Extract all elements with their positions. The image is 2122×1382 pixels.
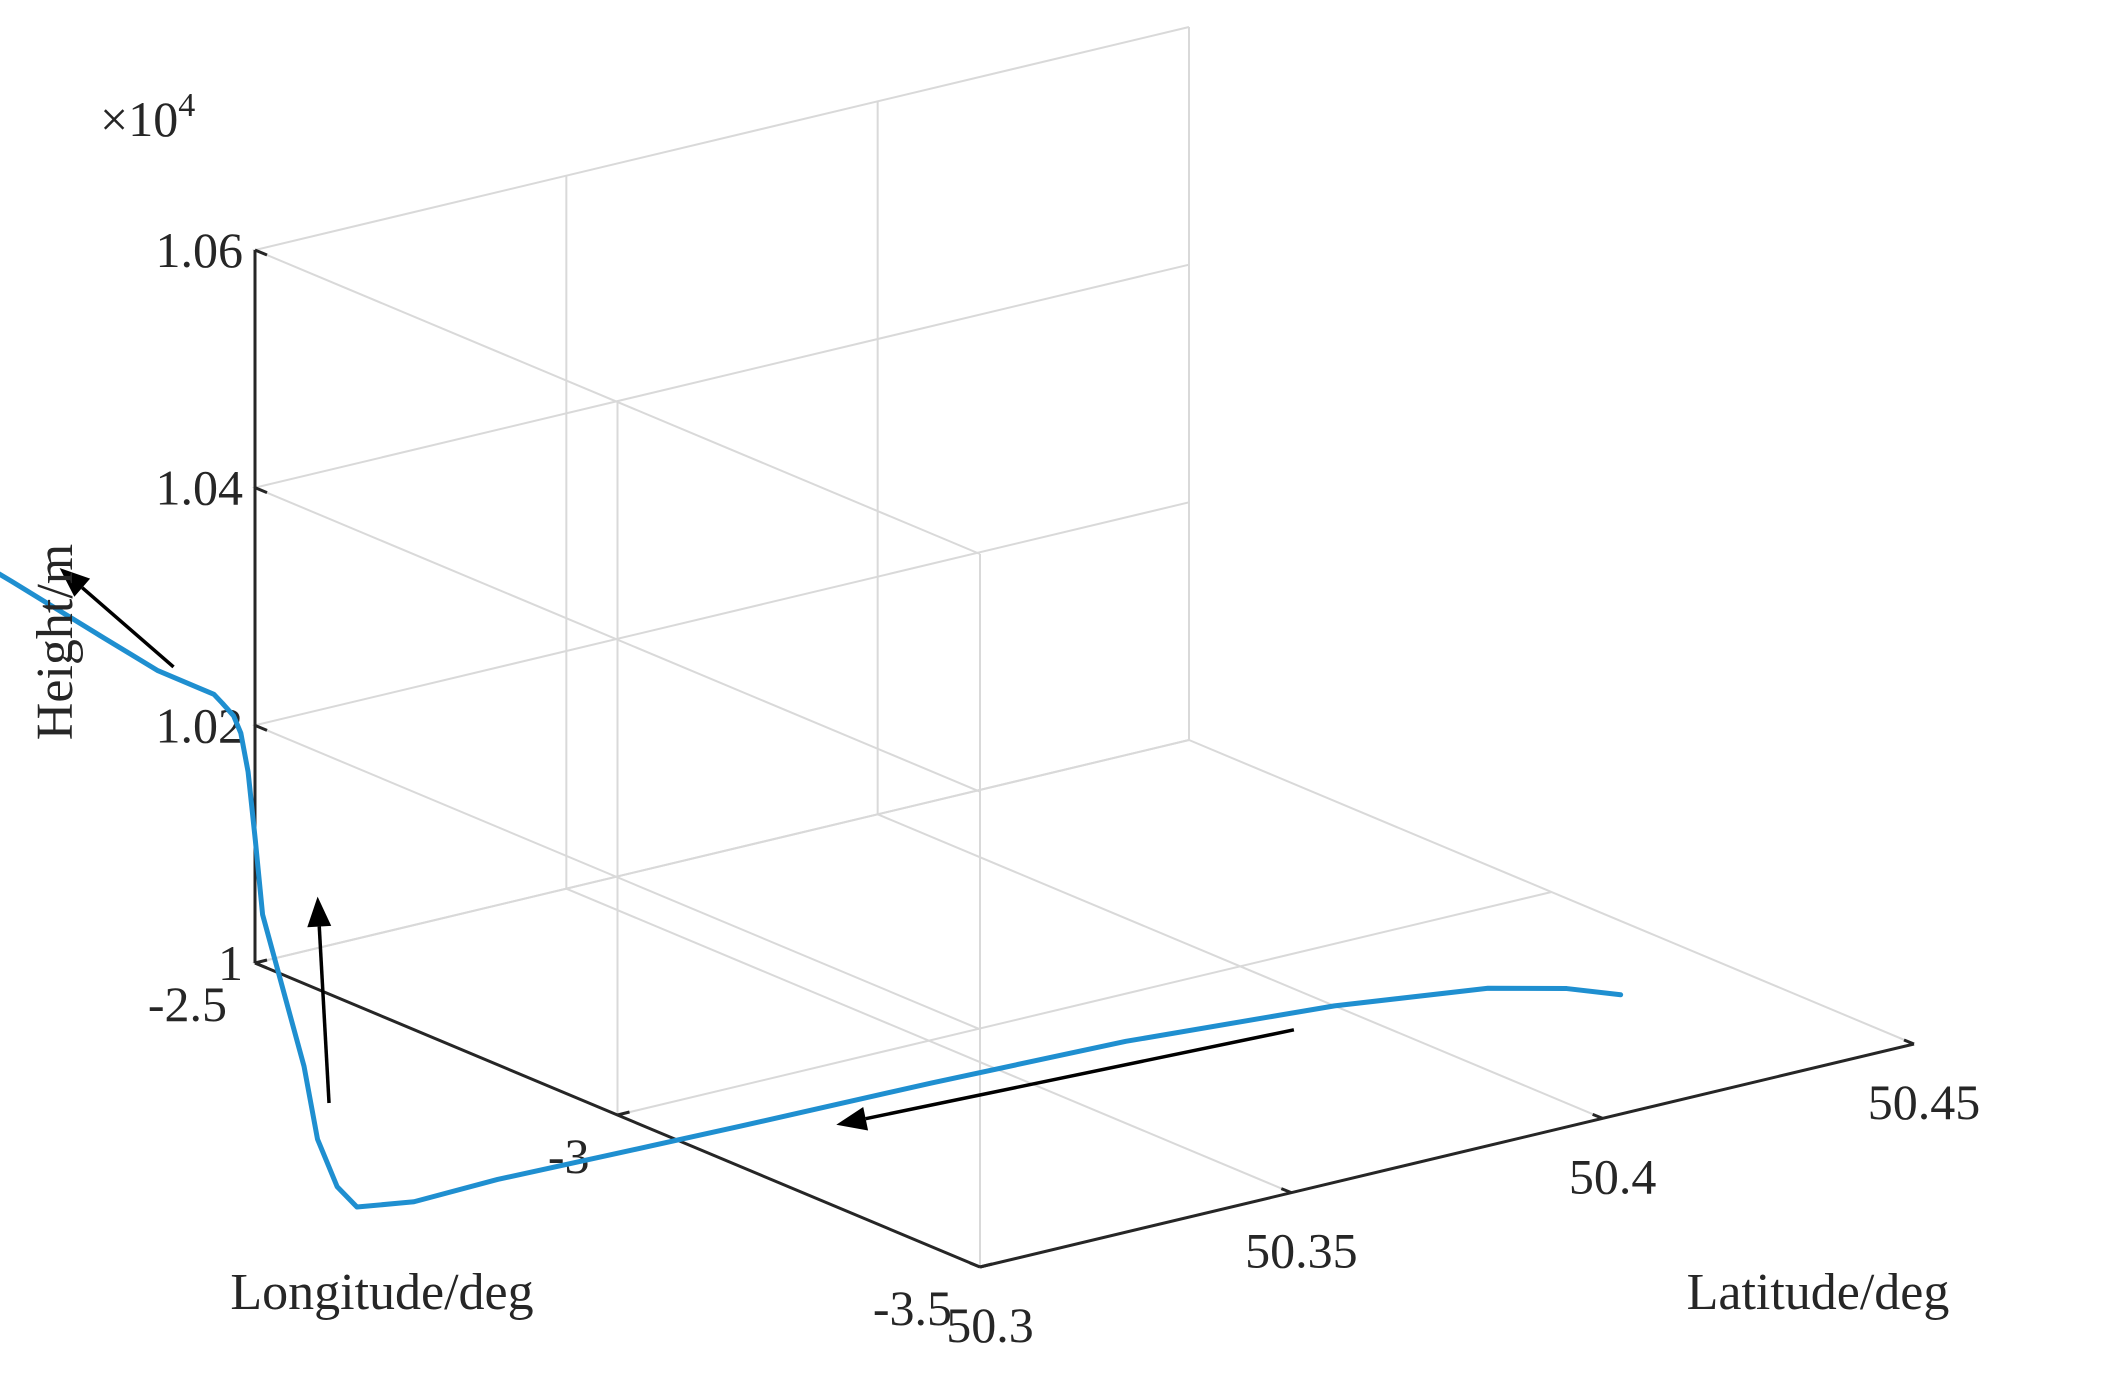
y-tick-mark (979, 1262, 993, 1269)
z-tick-mark (254, 723, 268, 732)
x-tick-label: 50.35 (1245, 1223, 1358, 1279)
z-tick-mark (254, 248, 268, 257)
direction-arrow-head (307, 896, 332, 928)
y-gridline (979, 554, 1915, 1269)
z-multiplier-exponent: 4 (178, 87, 195, 124)
x-tick-label: 50.45 (1868, 1074, 1981, 1130)
x-tick-label: 50.4 (1569, 1148, 1657, 1204)
y-tick-label: -3 (548, 1128, 590, 1184)
x-tick-mark (969, 1261, 981, 1269)
ticks: 50.3 50.35 50.4 50.45 -2.5 -3 -3.5 1 1.02 1.04 1.0… (148, 222, 1980, 1353)
data (0, 571, 1624, 1210)
x-axis-label: Latitude/deg (1687, 1264, 1950, 1321)
direction-arrow (81, 586, 175, 669)
z-tick-label: 1.04 (156, 460, 244, 516)
trajectory-line (0, 571, 1624, 1210)
y-gridline (616, 402, 1552, 1117)
z-tick-label: 1.06 (156, 222, 244, 278)
x-tick-mark (1903, 1038, 1915, 1046)
z-multiplier: ×104 (100, 87, 195, 147)
axes (253, 250, 1915, 1269)
y-gridline (254, 250, 1190, 965)
z-tick-label: 1 (218, 935, 243, 991)
grid (251, 26, 1915, 1269)
z-gridline (251, 739, 1190, 1268)
z-gridline (251, 263, 1190, 793)
x-tick-mark (1280, 1187, 1292, 1195)
direction-arrow (865, 1028, 1295, 1121)
z-gridline (251, 26, 1190, 555)
x-gridline (1188, 27, 1915, 1045)
y-tick-label: -3.5 (873, 1280, 952, 1336)
y-tick-label: -2.5 (148, 976, 227, 1032)
z-axis-label: Height/m (27, 544, 84, 740)
y-axis-label: Longitude/deg (230, 1264, 533, 1321)
x-axis-line (979, 1042, 1915, 1269)
z-tick-mark (254, 961, 268, 970)
z-tick-mark (254, 486, 268, 495)
z-tick-label: 1.02 (156, 697, 244, 753)
z-gridline (251, 501, 1190, 1031)
y-tick-mark (617, 1110, 630, 1117)
z-multiplier-base: ×10 (100, 91, 178, 147)
direction-arrow (317, 926, 331, 1104)
x-tick-label: 50.3 (946, 1297, 1034, 1353)
direction-arrow-head (836, 1106, 869, 1131)
x-tick-mark (1592, 1112, 1604, 1120)
direction-arrows (59, 567, 1295, 1131)
direction-arrow-head (59, 567, 91, 597)
